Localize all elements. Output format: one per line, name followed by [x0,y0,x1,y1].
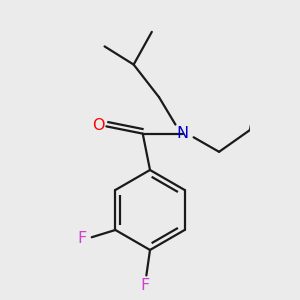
Text: N: N [177,126,189,141]
Text: O: O [92,118,104,133]
Text: F: F [141,278,150,293]
Text: F: F [77,231,86,246]
